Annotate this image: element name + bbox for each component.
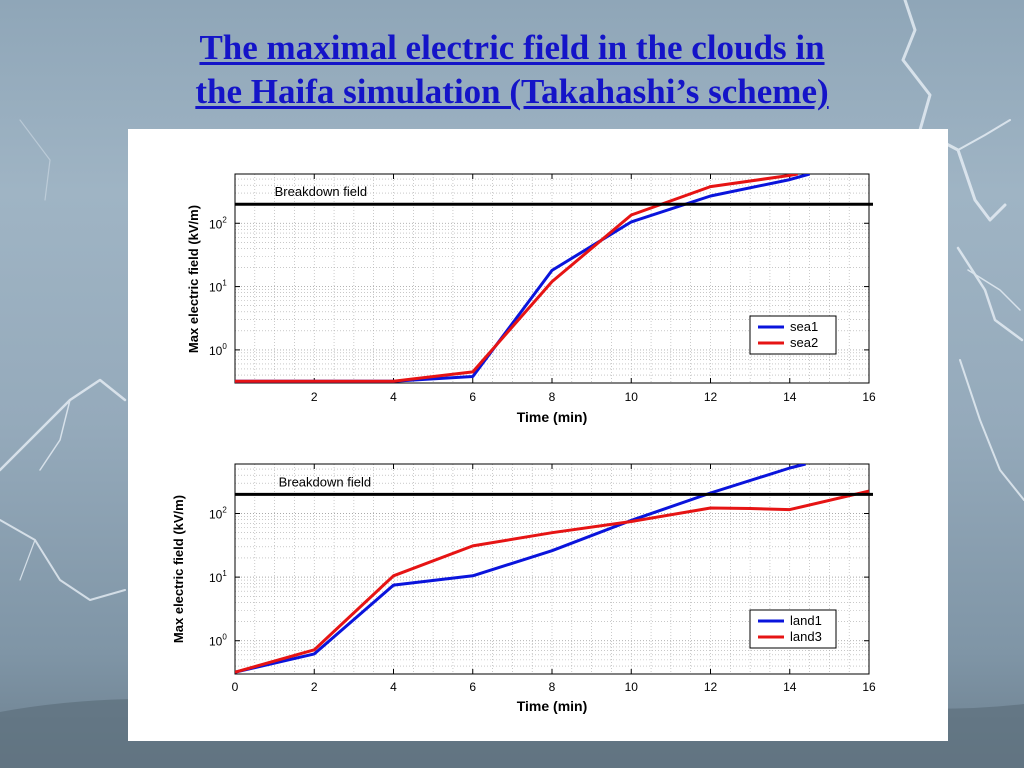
x-tick-label: 14 [783, 390, 797, 404]
x-tick-label: 8 [549, 680, 556, 694]
x-tick-label: 4 [390, 390, 397, 404]
x-tick-label: 8 [549, 390, 556, 404]
legend-label-land3: land3 [790, 629, 822, 644]
y-axis-label: Max electric field (kV/m) [171, 495, 186, 643]
x-axis-label: Time (min) [517, 698, 588, 714]
x-tick-label: 2 [311, 390, 318, 404]
y-tick-label: 101 [209, 569, 227, 585]
y-tick-label: 100 [209, 633, 227, 649]
slide-title: The maximal electric field in the clouds… [0, 26, 1024, 114]
series-line-sea2 [235, 174, 798, 383]
x-tick-label: 4 [390, 680, 397, 694]
y-axis-label: Max electric field (kV/m) [186, 205, 201, 353]
chart-1: 2 4 6 8 10 12 14 16 100 101 102 Time (min) Max elect… [186, 173, 876, 425]
y-tick-label: 100 [209, 342, 227, 358]
x-tick-label: 6 [469, 390, 476, 404]
series-line-land1 [235, 464, 806, 674]
x-tick-label: 16 [862, 390, 876, 404]
slide-title-line-1: The maximal electric field in the clouds… [199, 28, 825, 67]
legend-label-land1: land1 [790, 613, 822, 628]
x-tick-label: 14 [783, 680, 797, 694]
y-tick-label: 102 [209, 215, 227, 231]
x-tick-label: 10 [625, 680, 639, 694]
breakdown-label: Breakdown field [275, 184, 368, 199]
x-tick-label: 12 [704, 390, 718, 404]
x-tick-label: 2 [311, 680, 318, 694]
x-axis-label: Time (min) [517, 409, 588, 425]
figure-panel: 2 4 6 8 10 12 14 16 100 101 102 Time (min) Max elect… [128, 129, 948, 741]
legend-label-sea1: sea1 [790, 319, 818, 334]
x-tick-label: 6 [469, 680, 476, 694]
series-line-land3 [235, 489, 869, 674]
breakdown-label: Breakdown field [279, 474, 372, 489]
x-tick-label: 0 [232, 680, 239, 694]
chart-2: 0 2 4 6 8 10 12 14 16 100 101 102 Time (min) Max elec… [171, 463, 876, 714]
slide-title-line-2: the Haifa simulation (Takahashi’s scheme… [195, 72, 829, 111]
x-tick-label: 16 [862, 680, 876, 694]
x-tick-label: 10 [625, 390, 639, 404]
x-tick-label: 12 [704, 680, 718, 694]
y-tick-label: 101 [209, 279, 227, 295]
y-tick-label: 102 [209, 506, 227, 522]
legend-label-sea2: sea2 [790, 335, 818, 350]
